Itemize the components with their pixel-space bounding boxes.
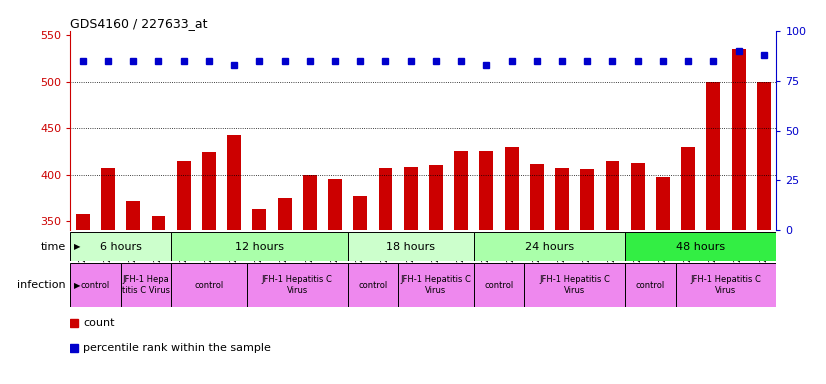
Text: count: count <box>83 318 115 328</box>
Bar <box>101 168 115 384</box>
Bar <box>328 179 342 384</box>
Bar <box>177 161 191 384</box>
Bar <box>70 232 171 261</box>
Bar <box>151 215 165 384</box>
Bar <box>656 177 670 384</box>
Bar <box>605 161 620 384</box>
Text: JFH-1 Hepatitis C
Virus: JFH-1 Hepatitis C Virus <box>262 275 333 295</box>
Bar <box>479 151 493 384</box>
Text: JFH-1 Hepatitis C
Virus: JFH-1 Hepatitis C Virus <box>401 275 472 295</box>
Text: control: control <box>484 281 514 290</box>
Bar <box>525 263 625 307</box>
Bar <box>278 198 292 384</box>
Bar <box>76 214 90 384</box>
Text: control: control <box>194 281 224 290</box>
Text: percentile rank within the sample: percentile rank within the sample <box>83 343 271 353</box>
Bar <box>404 167 418 384</box>
Text: 24 hours: 24 hours <box>525 242 574 252</box>
Text: GDS4160 / 227633_at: GDS4160 / 227633_at <box>70 17 207 30</box>
Text: control: control <box>358 281 387 290</box>
Text: 6 hours: 6 hours <box>100 242 141 252</box>
Bar <box>348 263 398 307</box>
Bar <box>121 263 171 307</box>
Text: time: time <box>40 242 66 252</box>
Bar <box>171 232 348 261</box>
Text: JFH-1 Hepa
titis C Virus: JFH-1 Hepa titis C Virus <box>122 275 170 295</box>
Text: control: control <box>81 281 110 290</box>
Bar <box>555 168 569 384</box>
Bar <box>676 263 776 307</box>
Bar <box>581 169 594 384</box>
Bar <box>398 263 474 307</box>
Bar <box>70 263 121 307</box>
Bar <box>354 196 368 384</box>
Bar <box>253 209 266 384</box>
Bar <box>625 232 776 261</box>
Bar <box>530 164 544 384</box>
Bar <box>348 232 474 261</box>
Text: JFH-1 Hepatitis C
Virus: JFH-1 Hepatitis C Virus <box>539 275 610 295</box>
Bar <box>454 151 468 384</box>
Bar <box>202 152 216 384</box>
Bar <box>247 263 348 307</box>
Text: control: control <box>636 281 665 290</box>
Bar <box>631 162 644 384</box>
Bar <box>378 168 392 384</box>
Text: 48 hours: 48 hours <box>676 242 725 252</box>
Text: 12 hours: 12 hours <box>235 242 284 252</box>
Bar <box>474 263 525 307</box>
Bar <box>757 82 771 384</box>
Text: ▶: ▶ <box>74 281 81 290</box>
Bar <box>681 147 695 384</box>
Bar <box>429 166 443 384</box>
Bar <box>732 49 746 384</box>
Bar <box>505 147 519 384</box>
Bar <box>625 263 676 307</box>
Bar <box>303 175 316 384</box>
Bar <box>474 232 625 261</box>
Bar <box>227 135 241 384</box>
Bar <box>706 82 720 384</box>
Bar <box>171 263 247 307</box>
Text: ▶: ▶ <box>74 242 81 251</box>
Text: 18 hours: 18 hours <box>387 242 435 252</box>
Bar <box>126 201 140 384</box>
Text: JFH-1 Hepatitis C
Virus: JFH-1 Hepatitis C Virus <box>691 275 762 295</box>
Text: infection: infection <box>17 280 66 290</box>
